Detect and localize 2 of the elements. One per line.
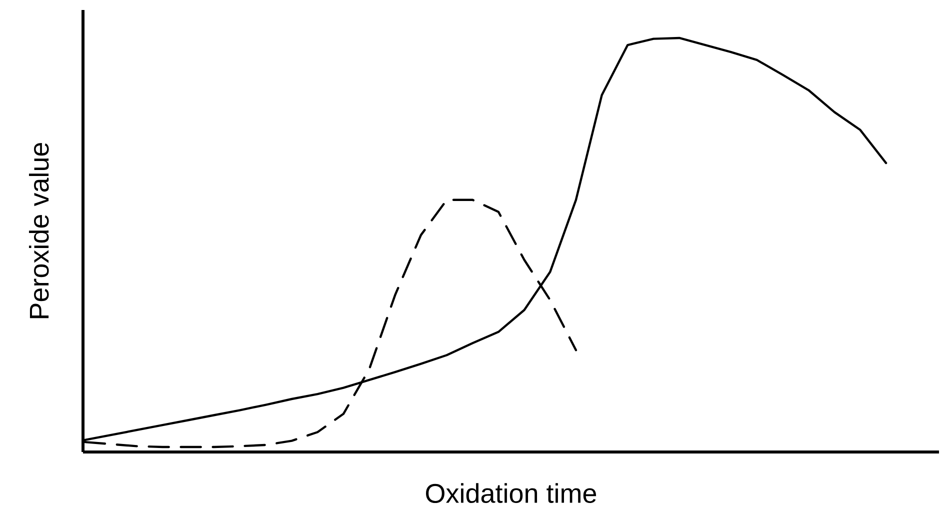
y-axis-title: Peroxide value [28, 142, 49, 318]
x-axis-title: Oxidation time [426, 483, 596, 504]
